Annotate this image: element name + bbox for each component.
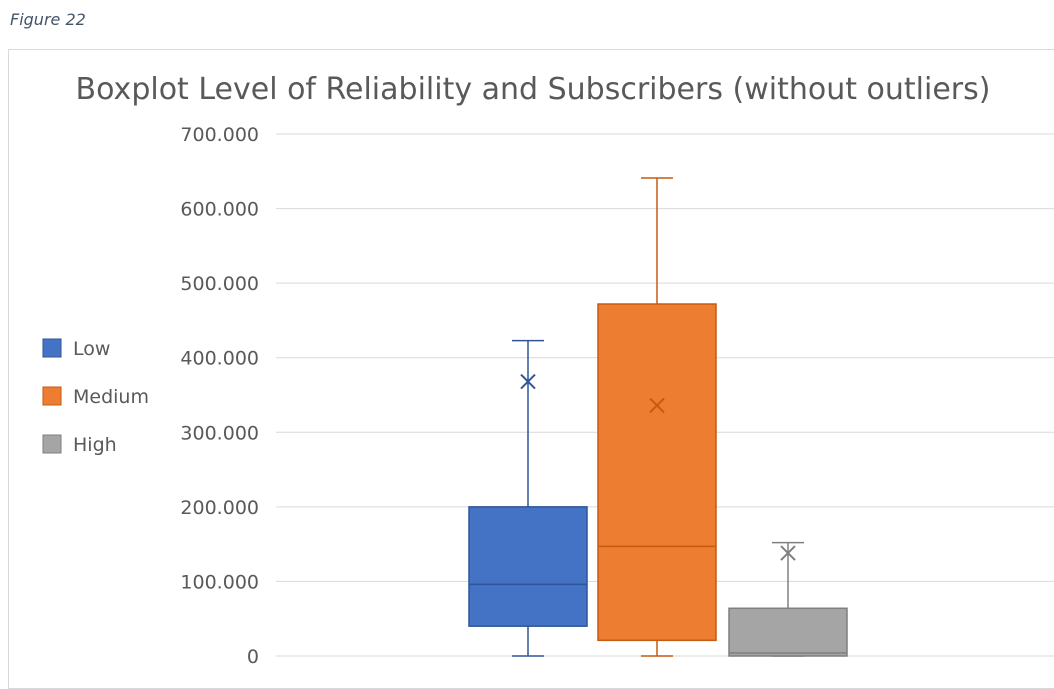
legend: Low Medium High (42, 338, 149, 456)
y-tick-label: 400.000 (180, 348, 259, 370)
box-body (728, 607, 848, 657)
legend-swatch (42, 386, 62, 406)
legend-label: High (73, 434, 117, 456)
legend-swatch (42, 434, 62, 454)
box-body (597, 303, 717, 642)
legend-label: Medium (73, 386, 149, 408)
chart-title: Boxplot Level of Reliability and Subscri… (76, 72, 991, 107)
boxes (468, 177, 848, 657)
box-medium (597, 177, 717, 657)
mean-marker (520, 373, 536, 390)
box-body (468, 506, 588, 627)
y-tick-label: 700.000 (180, 124, 259, 146)
box-high (728, 541, 848, 657)
y-tick-label: 500.000 (180, 273, 259, 295)
box-low (468, 339, 588, 657)
mean-marker (780, 545, 796, 561)
legend-label: Low (73, 338, 110, 360)
mean-marker (649, 397, 665, 414)
y-tick-label: 300.000 (180, 422, 259, 444)
y-axis: 0 100.000 200.000 300.000 400.000 500.000 600.… (180, 124, 259, 668)
y-tick-label: 100.000 (180, 571, 259, 593)
y-tick-label: 600.000 (180, 199, 259, 221)
legend-swatch (42, 338, 62, 358)
figure-caption: Figure 22 (10, 10, 86, 29)
y-tick-label: 200.000 (180, 497, 259, 519)
y-tick-label: 0 (247, 646, 259, 668)
